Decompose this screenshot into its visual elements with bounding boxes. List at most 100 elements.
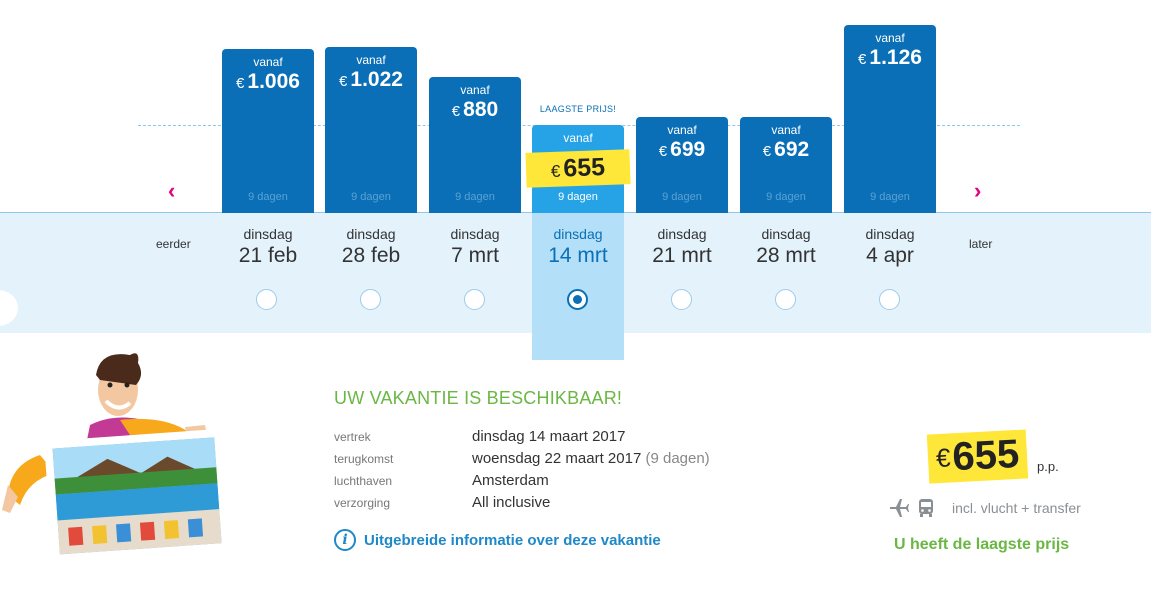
selected-date-column xyxy=(532,213,624,360)
weekday-label: dinsdag xyxy=(346,226,396,242)
bar-currency: € xyxy=(339,73,348,90)
departure-label: vertrek xyxy=(334,430,371,444)
from-label: vanaf xyxy=(460,83,490,97)
bar-currency: € xyxy=(451,103,461,120)
bar-price-value: 692 xyxy=(774,138,810,161)
more-info-text: Uitgebreide informatie over deze vakanti… xyxy=(364,531,661,549)
price-bar[interactable]: vanaf €655 9 dagen xyxy=(525,125,631,213)
date-label: 28 mrt xyxy=(756,244,816,267)
price-value: 655 xyxy=(951,431,1021,480)
return-value: woensdag 22 maart 2017 (9 dagen) xyxy=(472,450,710,467)
plane-icon xyxy=(890,499,909,517)
bar-duration: 9 dagen xyxy=(248,191,288,203)
band-decoration xyxy=(0,290,18,326)
bar-price-value: 1.006 xyxy=(247,70,300,93)
transport-info: incl. vlucht + transfer xyxy=(888,498,1081,518)
date-label: 28 feb xyxy=(341,244,401,267)
date-radio[interactable] xyxy=(567,289,588,310)
bus-icon xyxy=(919,499,933,517)
bar-price-value: 1.022 xyxy=(350,68,403,91)
bar-currency: € xyxy=(236,75,245,92)
bar-duration: 9 dagen xyxy=(766,191,806,203)
date-radio[interactable] xyxy=(256,289,277,310)
date-option[interactable]: dinsdag 21 feb xyxy=(216,226,320,268)
bar-price: €699 xyxy=(636,138,728,162)
date-option[interactable]: dinsdag 28 mrt xyxy=(734,226,838,268)
weekday-label: dinsdag xyxy=(243,226,293,242)
bar-currency: € xyxy=(550,161,561,181)
from-label: vanaf xyxy=(771,123,801,137)
date-label: 21 mrt xyxy=(652,244,712,267)
next-dates-link[interactable]: later xyxy=(969,237,993,251)
bar-duration: 9 dagen xyxy=(870,191,910,203)
date-radio[interactable] xyxy=(671,289,692,310)
board-value: All inclusive xyxy=(472,494,551,511)
bar-price-value: 655 xyxy=(562,153,606,183)
price-highlight: €655 xyxy=(926,429,1029,484)
date-option[interactable]: dinsdag 4 apr xyxy=(838,226,942,268)
date-price-chart: LAAGSTE PRIJS! ‹ › eerder later vanaf €1.… xyxy=(0,25,1151,360)
bar-price: €1.006 xyxy=(222,70,314,94)
price-bar[interactable]: vanaf €699 9 dagen xyxy=(636,117,728,213)
bar-duration: 9 dagen xyxy=(662,191,702,203)
bar-price: €880 xyxy=(429,98,521,122)
prev-dates-link[interactable]: eerder xyxy=(156,237,191,251)
currency-symbol: € xyxy=(935,442,952,474)
total-price: €655 xyxy=(926,429,1029,484)
weekday-label: dinsdag xyxy=(865,226,915,242)
date-option[interactable]: dinsdag 21 mrt xyxy=(630,226,734,268)
airport-value: Amsterdam xyxy=(472,472,549,489)
from-label: vanaf xyxy=(356,53,386,67)
bar-price: €1.022 xyxy=(325,68,417,92)
weekday-label: dinsdag xyxy=(657,226,707,242)
from-label: vanaf xyxy=(667,123,697,137)
weekday-label: dinsdag xyxy=(761,226,811,242)
availability-heading: UW VAKANTIE IS BESCHIKBAAR! xyxy=(334,388,623,408)
next-arrow-icon[interactable]: › xyxy=(974,178,982,203)
from-label: vanaf xyxy=(563,131,593,145)
weekday-label: dinsdag xyxy=(450,226,500,242)
info-icon: i xyxy=(334,529,356,551)
more-info-link[interactable]: i Uitgebreide informatie over deze vakan… xyxy=(334,529,661,551)
cheapest-label: LAAGSTE PRIJS! xyxy=(539,104,617,114)
price-bar[interactable]: vanaf €880 9 dagen xyxy=(429,77,521,213)
bar-currency: € xyxy=(858,51,867,68)
transport-text: incl. vlucht + transfer xyxy=(952,500,1081,516)
bar-duration: 9 dagen xyxy=(455,191,495,203)
per-person-label: p.p. xyxy=(1037,459,1059,474)
from-label: vanaf xyxy=(253,55,283,69)
board-label: verzorging xyxy=(334,496,391,510)
from-label: vanaf xyxy=(875,31,905,45)
bar-currency: € xyxy=(658,143,668,160)
date-label: 7 mrt xyxy=(451,244,499,267)
bar-duration: 9 dagen xyxy=(558,191,598,203)
date-radio[interactable] xyxy=(464,289,485,310)
bar-price-value: 1.126 xyxy=(869,46,922,69)
date-radio[interactable] xyxy=(360,289,381,310)
bar-price: €692 xyxy=(740,138,832,162)
date-option[interactable]: dinsdag 28 feb xyxy=(319,226,423,268)
bar-price: €1.126 xyxy=(844,46,936,70)
price-bar[interactable]: vanaf €692 9 dagen xyxy=(740,117,832,213)
date-radio[interactable] xyxy=(879,289,900,310)
weekday-label: dinsdag xyxy=(553,226,603,242)
date-radio[interactable] xyxy=(775,289,796,310)
price-bar[interactable]: vanaf €1.022 9 dagen xyxy=(325,47,417,213)
bar-price: €655 xyxy=(525,149,631,188)
date-label: 14 mrt xyxy=(548,244,608,267)
prev-arrow-icon[interactable]: ‹ xyxy=(168,178,176,203)
bar-duration: 9 dagen xyxy=(351,191,391,203)
departure-value: dinsdag 14 maart 2017 xyxy=(472,428,626,445)
return-label: terugkomst xyxy=(334,452,394,466)
price-bar[interactable]: vanaf €1.126 9 dagen xyxy=(844,25,936,213)
lowest-price-notice: U heeft de laagste prijs xyxy=(894,536,1070,553)
bar-price-value: 699 xyxy=(670,138,706,161)
date-label: 4 apr xyxy=(866,244,914,267)
mascot-holiday-illustration xyxy=(0,345,240,575)
price-bar[interactable]: vanaf €1.006 9 dagen xyxy=(222,49,314,213)
airport-label: luchthaven xyxy=(334,474,393,488)
bar-currency: € xyxy=(762,143,772,160)
date-option[interactable]: dinsdag 7 mrt xyxy=(423,226,527,268)
date-option[interactable]: dinsdag 14 mrt xyxy=(526,226,630,268)
date-label: 21 feb xyxy=(238,244,298,267)
